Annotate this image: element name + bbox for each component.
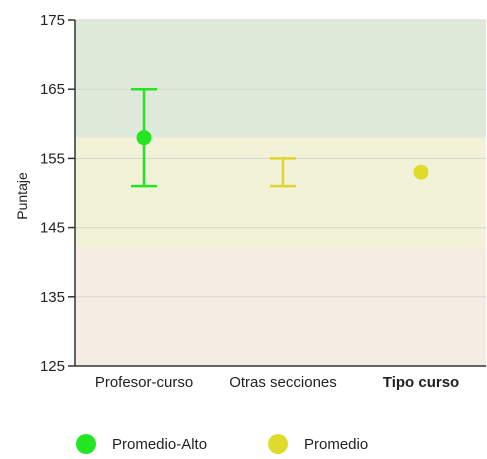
legend-label-1: Promedio (304, 436, 368, 453)
band-2 (75, 20, 486, 138)
legend-swatch-0 (76, 434, 96, 454)
band-1 (75, 137, 486, 249)
legend-label-0: Promedio-Alto (112, 436, 207, 453)
y-tick-label-135: 135 (40, 289, 65, 306)
legend-swatch-1 (268, 434, 288, 454)
y-tick-label-175: 175 (40, 12, 65, 29)
x-category-label-2: Tipo curso (383, 374, 459, 391)
y-tick-label-165: 165 (40, 81, 65, 98)
data-point-1 (413, 164, 429, 180)
y-axis-label: Puntaje (14, 172, 30, 220)
y-tick-label-145: 145 (40, 220, 65, 237)
y-tick-label-125: 125 (40, 358, 65, 375)
x-category-label-1: Otras secciones (229, 374, 337, 391)
x-category-label-0: Profesor-curso (95, 374, 193, 391)
band-0 (75, 248, 486, 366)
y-tick-label-155: 155 (40, 150, 65, 167)
data-point-0 (136, 130, 152, 146)
